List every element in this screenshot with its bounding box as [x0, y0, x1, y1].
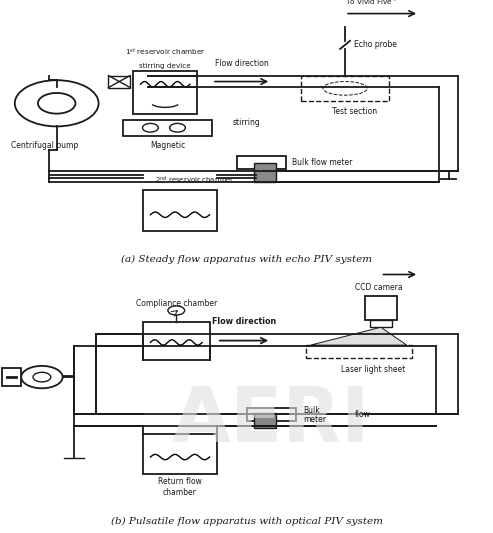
Text: Laser light sheet: Laser light sheet — [341, 365, 406, 374]
Text: Test section: Test section — [332, 107, 378, 116]
Text: stirring: stirring — [233, 118, 260, 127]
Bar — [2, 368, 21, 386]
Text: (b) Pulsatile flow apparatus with optical PIV system: (b) Pulsatile flow apparatus with optica… — [110, 517, 383, 527]
Bar — [365, 296, 397, 320]
Text: AERI: AERI — [172, 384, 370, 458]
Text: Compliance chamber: Compliance chamber — [136, 299, 217, 308]
Circle shape — [168, 306, 185, 315]
Bar — [237, 156, 286, 168]
Text: (a) Steady flow apparatus with echo PIV system: (a) Steady flow apparatus with echo PIV … — [121, 255, 372, 264]
Text: Bulk: Bulk — [303, 406, 320, 415]
Bar — [133, 71, 197, 114]
Bar — [301, 76, 389, 101]
Bar — [246, 408, 296, 421]
Bar — [143, 322, 210, 360]
Text: CCD camera: CCD camera — [355, 283, 403, 292]
Bar — [143, 190, 217, 231]
Text: 2$^{nd}$ reservoir chamber: 2$^{nd}$ reservoir chamber — [155, 175, 235, 186]
Text: To Vivid Five$^{\circledR}$: To Vivid Five$^{\circledR}$ — [345, 0, 398, 7]
Text: 1$^{st}$ reservoir chamber: 1$^{st}$ reservoir chamber — [125, 46, 206, 57]
Bar — [108, 76, 130, 87]
Bar — [306, 345, 412, 358]
Text: Magnetic: Magnetic — [150, 141, 185, 150]
Text: Centrifugal pump: Centrifugal pump — [11, 141, 78, 150]
Polygon shape — [311, 327, 407, 345]
Text: flow: flow — [355, 410, 371, 419]
Bar — [254, 163, 276, 182]
Text: stirring device: stirring device — [140, 62, 191, 69]
Bar — [254, 413, 276, 427]
Text: meter: meter — [303, 415, 326, 424]
Bar — [143, 434, 217, 474]
Text: Echo probe: Echo probe — [354, 41, 397, 50]
Text: chamber: chamber — [163, 488, 197, 497]
Text: Flow direction: Flow direction — [212, 318, 276, 326]
Text: Bulk flow meter: Bulk flow meter — [292, 158, 352, 167]
Bar — [123, 119, 212, 136]
Text: Return flow: Return flow — [158, 477, 202, 486]
Text: Flow direction: Flow direction — [214, 59, 269, 68]
Bar — [370, 320, 392, 327]
Circle shape — [21, 366, 63, 388]
